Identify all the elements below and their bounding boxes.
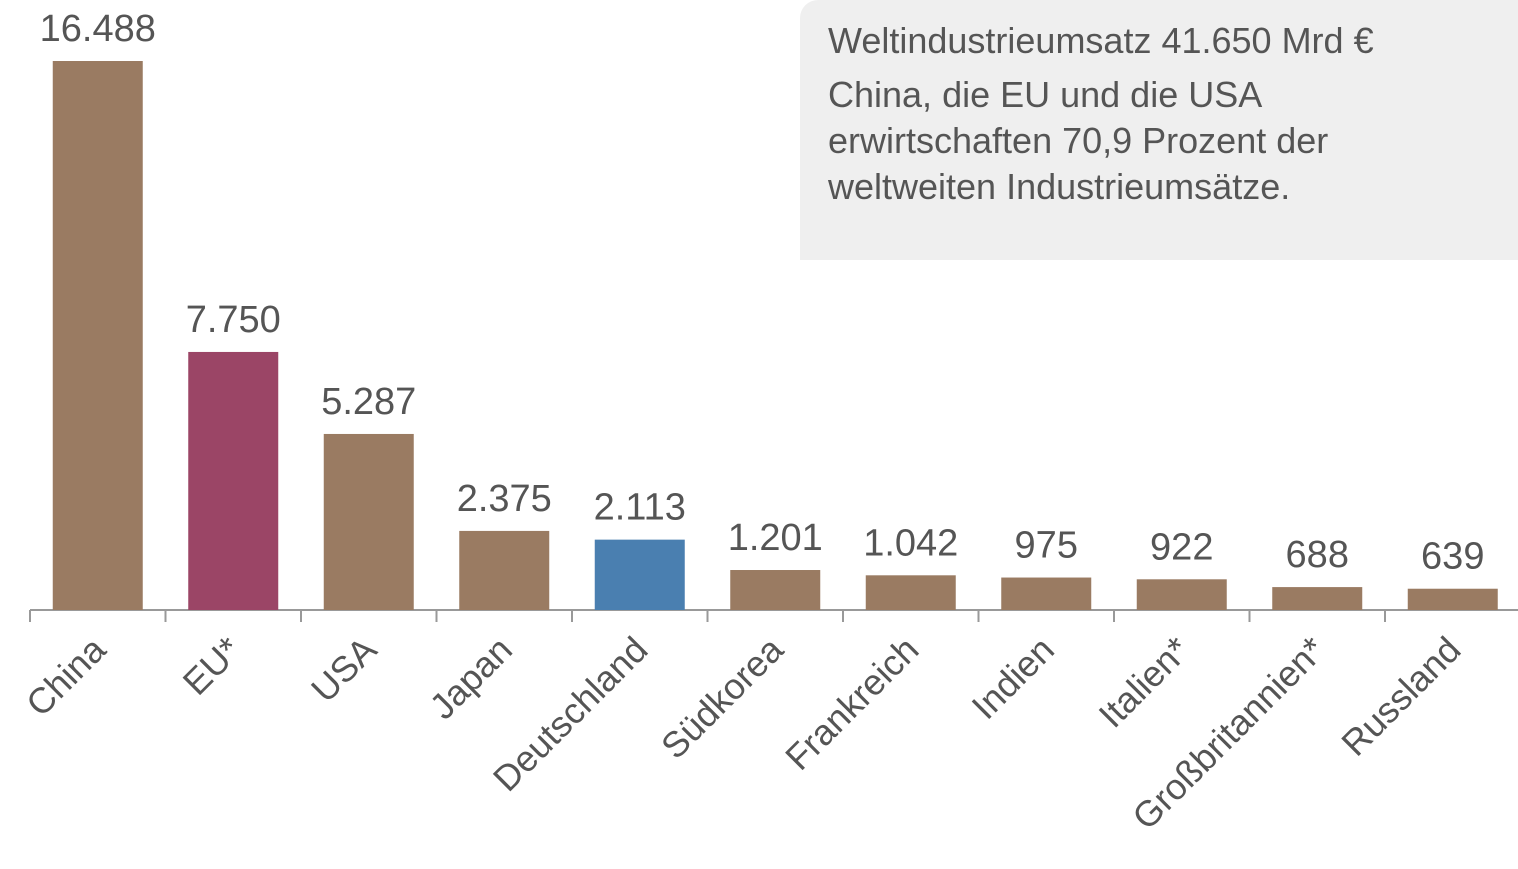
x-tick-label: EU* [175,629,249,703]
bar [1136,579,1227,610]
value-label: 7.750 [186,299,281,341]
bar [865,575,956,610]
x-tick-label: Japan [422,629,520,727]
bar [730,570,821,610]
x-tick-label: Indien [964,629,1062,727]
value-label: 16.488 [40,8,156,50]
value-label: 688 [1286,534,1349,576]
bar [594,539,685,610]
x-tick-label: Italien* [1091,629,1198,736]
value-label: 2.113 [594,487,686,529]
x-tick-label: Frankreich [777,629,926,778]
x-tick-label: China [18,628,114,724]
bar [323,433,414,610]
value-label: 5.287 [321,381,416,423]
value-label: 2.375 [457,478,552,520]
x-tick-label: Südkorea [653,628,792,767]
x-tick-label: Russland [1333,629,1468,764]
value-label: 1.201 [728,517,823,559]
bar [1407,588,1498,610]
x-tick-label: USA [303,629,384,710]
bar [1272,587,1363,610]
bar [459,530,550,610]
value-label: 975 [1015,525,1078,567]
bar [188,351,279,610]
value-label: 1.042 [863,522,958,564]
value-label: 639 [1421,536,1484,578]
annotation-box: Weltindustrieumsatz 41.650 Mrd € China, … [800,0,1518,260]
annotation: China, die EU und die USA erwirtschaften… [828,74,1329,207]
bar [1001,577,1092,610]
annotation: Weltindustrieumsatz 41.650 Mrd € [828,20,1374,61]
value-label: 922 [1150,526,1213,568]
bar [52,61,143,610]
